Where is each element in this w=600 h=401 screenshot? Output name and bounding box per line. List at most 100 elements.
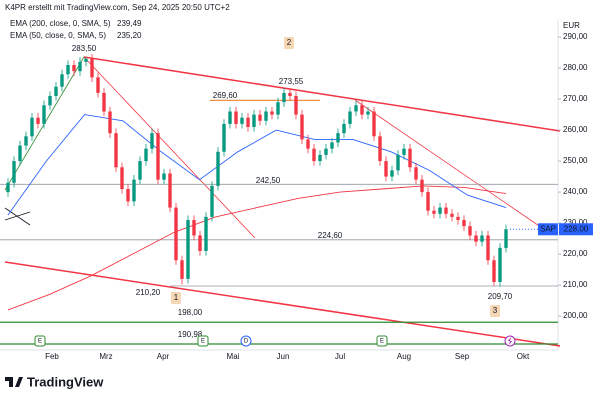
currency: EUR bbox=[563, 21, 580, 30]
candle-body bbox=[300, 114, 304, 140]
candle-body bbox=[258, 114, 262, 121]
candle-body bbox=[6, 182, 10, 193]
candle-body bbox=[366, 111, 370, 115]
marker-label: 2 bbox=[287, 38, 292, 47]
candle-body bbox=[288, 92, 292, 96]
candle-body bbox=[72, 64, 76, 72]
event-icon bbox=[34, 335, 46, 347]
candle-body bbox=[456, 216, 460, 220]
y-tick-label: 260,00 bbox=[563, 125, 588, 134]
candle-body bbox=[138, 161, 142, 180]
candle-body bbox=[132, 179, 136, 202]
candle-body bbox=[354, 105, 358, 112]
candle-body bbox=[96, 77, 100, 93]
dividend-icon bbox=[504, 335, 516, 347]
candle-body bbox=[450, 213, 454, 217]
candle-body bbox=[252, 114, 256, 127]
candle-body bbox=[180, 260, 184, 279]
candle-body bbox=[462, 219, 466, 227]
candle-body bbox=[102, 92, 106, 112]
candle-body bbox=[18, 145, 22, 162]
candle-body bbox=[186, 219, 190, 279]
candle-body bbox=[174, 207, 178, 261]
x-tick-label: Feb bbox=[45, 352, 59, 361]
candle-body bbox=[480, 235, 484, 242]
marker-label: 3 bbox=[493, 306, 498, 315]
price-tag bbox=[559, 223, 593, 236]
event-label: E bbox=[380, 339, 384, 345]
marker-box bbox=[490, 305, 500, 317]
y-tick-label: 210,00 bbox=[563, 280, 588, 289]
candle-body bbox=[204, 216, 208, 251]
level-label: 273,55 bbox=[279, 77, 304, 86]
candle-body bbox=[408, 148, 412, 168]
trend-line bbox=[83, 56, 256, 239]
candle-body bbox=[264, 111, 268, 121]
lightning-icon bbox=[508, 337, 512, 345]
candle-body bbox=[432, 210, 436, 214]
legend-value: 239,49 bbox=[117, 19, 142, 28]
candle-body bbox=[168, 173, 172, 208]
level-label: 269,60 bbox=[213, 91, 238, 100]
candle-body bbox=[324, 148, 328, 155]
candle-body bbox=[90, 58, 94, 78]
trend-line bbox=[354, 99, 549, 233]
legend-label: EMA (200, close, 0, SMA, 5) bbox=[10, 19, 111, 28]
candle-body bbox=[78, 61, 82, 72]
candle-body bbox=[24, 136, 28, 146]
candle-body bbox=[492, 260, 496, 282]
candle-body bbox=[222, 123, 226, 152]
candle-body bbox=[504, 229, 508, 248]
candle-body bbox=[270, 111, 274, 115]
brand: TradingView bbox=[27, 374, 104, 389]
candle-body bbox=[246, 117, 250, 127]
trend-line bbox=[4, 261, 561, 347]
candle-body bbox=[426, 192, 430, 211]
y-tick-label: 290,00 bbox=[563, 32, 588, 41]
candle-body bbox=[126, 188, 130, 202]
trend-line bbox=[83, 56, 561, 132]
candle-body bbox=[468, 226, 472, 236]
candle-body bbox=[282, 92, 286, 103]
candle-body bbox=[378, 136, 382, 162]
x-tick-label: Aug bbox=[397, 352, 411, 361]
candle-body bbox=[390, 170, 394, 177]
marker-label: 1 bbox=[174, 293, 179, 302]
candle-body bbox=[192, 219, 196, 236]
event-label: D bbox=[244, 339, 249, 345]
candle-body bbox=[384, 161, 388, 177]
candle-body bbox=[162, 173, 166, 180]
symbol-tag bbox=[538, 223, 558, 236]
y-tick-label: 270,00 bbox=[563, 94, 588, 103]
candle-body bbox=[144, 148, 148, 162]
candle-body bbox=[54, 86, 58, 96]
candle-body bbox=[198, 235, 202, 251]
candle-body bbox=[42, 105, 46, 124]
logo-icon bbox=[5, 377, 23, 387]
candle-body bbox=[240, 117, 244, 124]
candle-body bbox=[444, 207, 448, 214]
candle-body bbox=[276, 102, 280, 115]
candle-body bbox=[336, 133, 340, 143]
candle-body bbox=[150, 133, 154, 149]
x-tick-label: Okt bbox=[517, 352, 530, 361]
candle-body bbox=[30, 117, 34, 137]
candle-body bbox=[414, 167, 418, 180]
event-label: E bbox=[38, 339, 42, 345]
trend-line bbox=[4, 211, 31, 221]
legend-value: 235,20 bbox=[117, 31, 142, 40]
candle-body bbox=[312, 148, 316, 162]
candle-body bbox=[372, 111, 376, 137]
candle-body bbox=[108, 111, 112, 134]
candle-body bbox=[48, 95, 52, 106]
event-icon bbox=[197, 335, 209, 347]
candle-body bbox=[66, 64, 70, 75]
candle-body bbox=[60, 74, 64, 87]
ema-line bbox=[7, 114, 507, 216]
symbol-label: SAP bbox=[540, 224, 556, 233]
candle-body bbox=[318, 154, 322, 162]
level-label: 190,98 bbox=[178, 330, 203, 339]
candle-body bbox=[294, 95, 298, 115]
